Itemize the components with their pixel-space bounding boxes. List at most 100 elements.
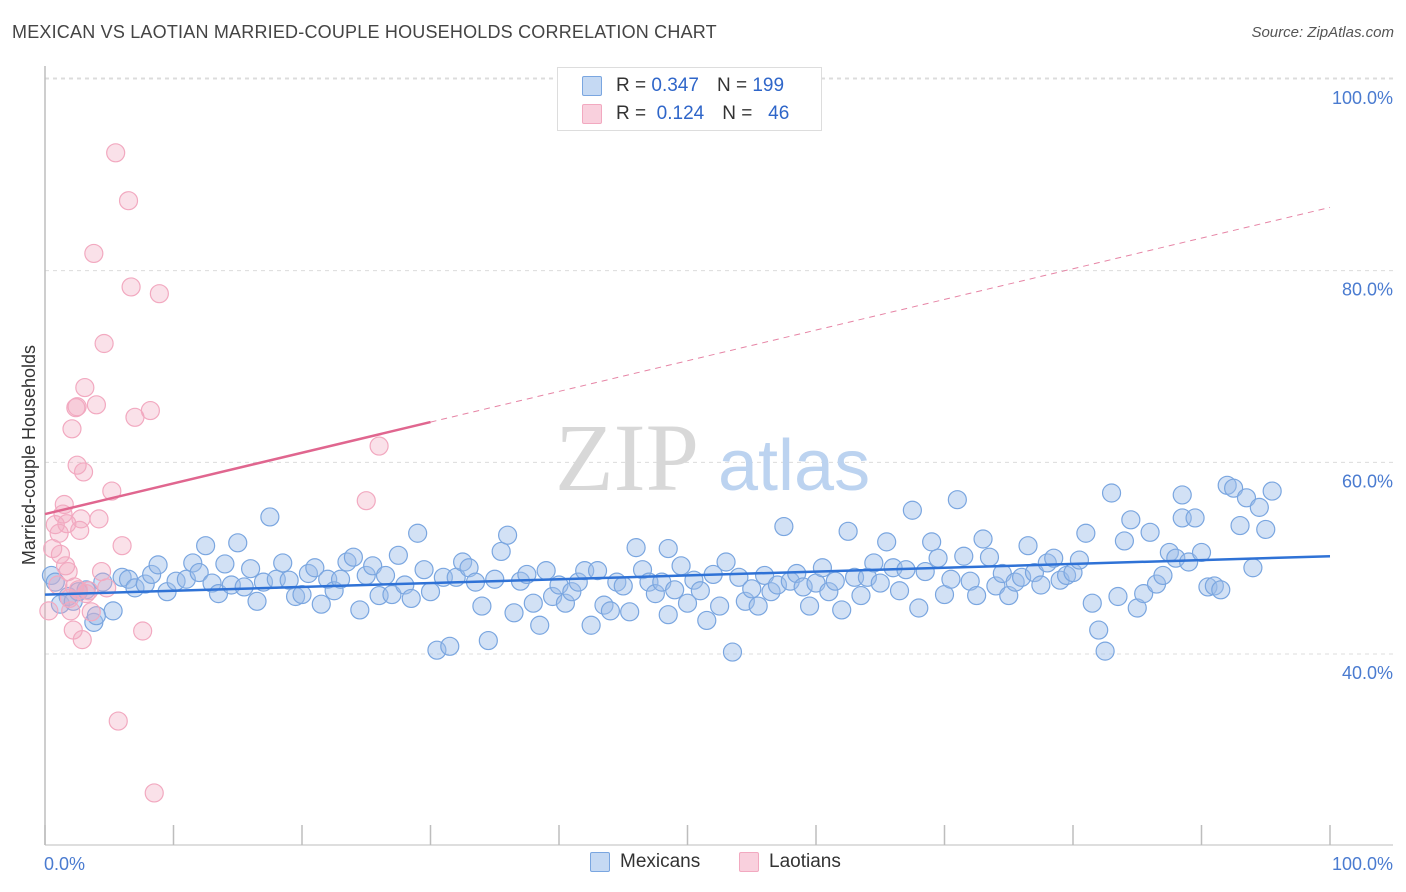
legend-swatch-laotians xyxy=(739,852,759,872)
data-point xyxy=(311,594,331,614)
data-point xyxy=(1230,515,1250,536)
data-point xyxy=(84,243,104,264)
data-point xyxy=(75,377,95,398)
data-point xyxy=(273,553,293,573)
legend-label-mexicans: Mexicans xyxy=(620,851,701,872)
data-point xyxy=(1011,567,1032,587)
legend-label-laotians: Laotians xyxy=(769,851,841,872)
legend-swatch-laotians xyxy=(582,104,602,124)
data-point xyxy=(928,548,948,568)
data-point xyxy=(1256,519,1276,540)
data-point xyxy=(1236,488,1257,508)
data-point xyxy=(81,602,101,622)
data-point xyxy=(62,419,82,439)
data-point xyxy=(79,581,99,601)
y-tick-label: 80.0% xyxy=(1342,280,1393,300)
data-point xyxy=(382,584,402,605)
x-tick-label: 0.0% xyxy=(44,854,85,874)
data-point xyxy=(89,509,109,529)
data-point xyxy=(279,570,299,590)
data-point xyxy=(388,545,408,565)
data-point xyxy=(986,576,1006,596)
legend-row-laotians: R = 0.124 N = 46 xyxy=(582,100,789,128)
data-point xyxy=(401,588,421,609)
data-point xyxy=(356,491,376,511)
data-point xyxy=(909,598,929,618)
data-point xyxy=(742,579,762,599)
data-point xyxy=(1121,510,1141,530)
data-point xyxy=(49,523,69,543)
data-point xyxy=(620,602,640,622)
data-point xyxy=(748,596,768,616)
data-point xyxy=(1018,536,1038,556)
data-point xyxy=(658,538,678,559)
data-point xyxy=(420,582,441,602)
data-point xyxy=(106,143,126,163)
data-point xyxy=(697,610,717,631)
data-point xyxy=(369,436,389,456)
data-point xyxy=(877,532,897,552)
data-point xyxy=(832,600,852,620)
data-point xyxy=(241,559,261,579)
data-point xyxy=(414,560,434,580)
data-point xyxy=(118,191,139,211)
stats-legend: R = 0.347 N = 199 R = 0.124 N = 46 xyxy=(557,67,822,131)
data-point xyxy=(260,507,280,527)
data-point xyxy=(1101,483,1122,503)
data-point xyxy=(183,553,203,573)
data-point xyxy=(427,640,447,660)
data-point xyxy=(50,544,71,564)
data-point xyxy=(1191,542,1212,563)
data-point xyxy=(1172,485,1192,505)
data-point xyxy=(133,621,153,641)
y-axis-title: Married-couple Households xyxy=(19,345,39,565)
tick-labels: 40.0% 60.0% 80.0% 100.0% 0.0% 100.0% xyxy=(44,88,1393,874)
series-mexicans xyxy=(41,475,1282,662)
data-point xyxy=(645,584,665,604)
x-tick-label: 100.0% xyxy=(1332,854,1393,874)
data-point xyxy=(671,556,691,576)
y-tick-label: 100.0% xyxy=(1332,88,1393,108)
legend-r-label: R = xyxy=(616,103,647,124)
data-point xyxy=(825,571,845,591)
data-point xyxy=(851,585,871,606)
data-point xyxy=(1089,620,1109,640)
data-point xyxy=(1114,531,1135,551)
legend-item-laotians[interactable]: Laotians xyxy=(739,851,841,873)
watermark-zip: ZIP xyxy=(555,404,699,511)
data-point xyxy=(103,601,123,621)
data-point xyxy=(658,605,678,625)
data-point xyxy=(478,630,498,651)
data-point xyxy=(108,711,128,731)
watermark: ZIP atlas xyxy=(555,404,870,511)
data-point xyxy=(819,582,839,602)
data-point xyxy=(71,509,91,529)
points xyxy=(39,143,1282,803)
data-point xyxy=(1076,523,1096,543)
trend-line-solid xyxy=(44,420,431,516)
watermark-atlas: atlas xyxy=(718,426,870,506)
legend-r-value: 0.347 xyxy=(651,75,699,96)
data-point xyxy=(1211,580,1231,600)
data-point xyxy=(941,569,961,589)
legend-swatch-mexicans xyxy=(590,852,610,872)
data-point xyxy=(86,395,107,415)
data-point xyxy=(889,581,910,601)
legend-r-label: R = xyxy=(616,75,647,96)
data-point xyxy=(613,576,633,596)
data-point xyxy=(793,577,813,597)
data-point xyxy=(140,400,160,421)
data-point xyxy=(1127,598,1147,618)
data-point xyxy=(812,558,833,578)
data-point xyxy=(632,560,653,580)
data-point xyxy=(626,538,646,558)
series-laotians xyxy=(39,143,389,803)
legend-item-mexicans[interactable]: Mexicans xyxy=(590,851,700,873)
legend-n-label: N = xyxy=(722,103,753,124)
data-point xyxy=(189,562,209,583)
data-point xyxy=(973,529,993,549)
data-point xyxy=(112,536,132,556)
data-point xyxy=(202,573,222,593)
data-point xyxy=(587,561,608,581)
